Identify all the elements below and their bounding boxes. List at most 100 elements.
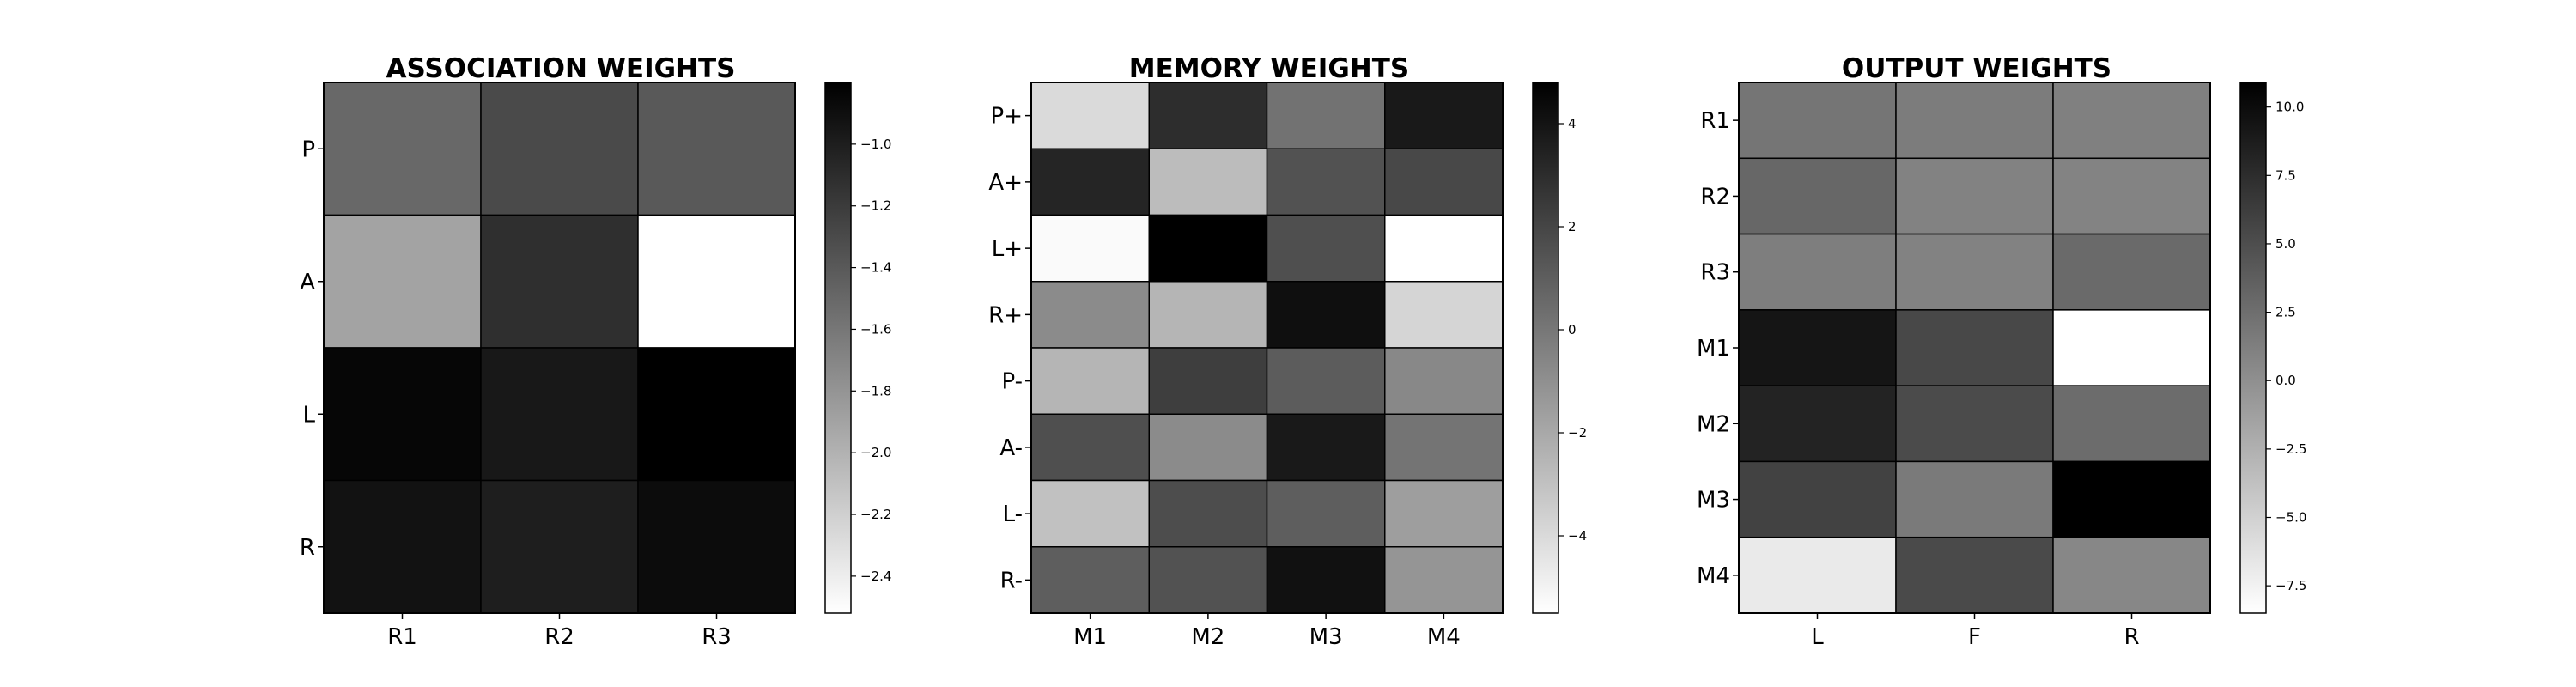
heatmap-cell — [1148, 214, 1268, 283]
y-tick-label: A+ — [988, 170, 1023, 196]
y-tick-label: L+ — [992, 236, 1023, 262]
colorbar-gradient — [1532, 82, 1559, 614]
heatmap-cell — [480, 479, 639, 614]
heatmap-cell — [637, 479, 796, 614]
heatmap-cell — [1266, 347, 1386, 415]
x-tick-label: M4 — [1427, 624, 1461, 650]
colorbar-tick-label: −2.5 — [2275, 441, 2306, 457]
heatmap-cell — [1030, 546, 1150, 614]
y-tick-label: R- — [1000, 568, 1023, 593]
y-tick-label: R2 — [1700, 184, 1730, 210]
heatmap-cell — [1266, 546, 1386, 614]
x-tick-label: M2 — [1191, 624, 1224, 650]
colorbar-tick-label: −1.2 — [860, 198, 891, 214]
colorbar-tick-label: 0 — [1568, 322, 1577, 337]
colorbar-gradient — [2239, 82, 2267, 614]
heatmap-cell — [2052, 157, 2211, 235]
heatmap-cell — [1895, 233, 2054, 311]
heatmap-cell — [1384, 546, 1504, 614]
x-tick-label: R1 — [387, 624, 417, 650]
heatmap-cell — [1266, 413, 1386, 482]
y-tick-label: R — [300, 535, 315, 561]
heatmap-cell — [2052, 536, 2211, 614]
heatmap-cell — [323, 82, 482, 216]
heatmap-cell — [2052, 233, 2211, 311]
heatmap-cell — [1384, 281, 1504, 349]
heatmap-cell — [2052, 460, 2211, 538]
heatmap-cell — [1148, 281, 1268, 349]
heatmap-cell — [1266, 281, 1386, 349]
colorbar-tick-label: 10.0 — [2275, 100, 2304, 115]
y-tick-label: M4 — [1697, 563, 1730, 589]
heatmap-cell — [1030, 281, 1150, 349]
heatmap-cell — [1384, 148, 1504, 216]
y-tick-label: M3 — [1697, 488, 1730, 514]
heatmap-cell — [1148, 148, 1268, 216]
heatmap-cell — [1738, 233, 1897, 311]
x-tick-label: M3 — [1309, 624, 1343, 650]
heatmap-cell — [1895, 82, 2054, 160]
heatmap-cell — [1148, 546, 1268, 614]
heatmap-cell — [1384, 479, 1504, 548]
heatmap-cell — [1030, 479, 1150, 548]
memory-weights-heatmap: MEMORY WEIGHTS M1 M2 M3 M4 P+ A+ L+ R+ P- A- L- R-… — [988, 53, 1587, 650]
colorbar-tick-label: −7.5 — [2275, 578, 2306, 593]
colorbar-gradient — [824, 82, 852, 614]
colorbar-tick-label: −1.6 — [860, 321, 891, 337]
axes-frame — [1030, 82, 1504, 614]
x-tick-label: R3 — [702, 624, 732, 650]
colorbar-tick-label: 7.5 — [2275, 167, 2296, 183]
heatmap-cell — [1384, 214, 1504, 283]
colorbar-tick-label: 5.0 — [2275, 236, 2296, 252]
colorbar-tick-label: 2 — [1568, 219, 1577, 234]
x-tick-label: L — [1811, 624, 1824, 650]
heatmap-cell — [1030, 148, 1150, 216]
x-tick-label: R2 — [544, 624, 574, 650]
y-tick-label: R1 — [1700, 108, 1730, 134]
x-tick-label: R — [2123, 624, 2139, 650]
heatmap-cell — [1030, 347, 1150, 415]
heatmap-cell — [1148, 82, 1268, 149]
heatmap-cell — [1895, 460, 2054, 538]
heatmap-cell — [1738, 536, 1897, 614]
y-tick-label: R+ — [988, 302, 1023, 328]
heatmap-cell — [1384, 413, 1504, 482]
x-tick-label: M1 — [1073, 624, 1107, 650]
y-tick-label: P- — [1002, 369, 1024, 395]
heatmap-cell — [2052, 309, 2211, 386]
heatmap-cell — [2052, 385, 2211, 463]
heatmap-cell — [1895, 157, 2054, 235]
colorbar-tick-label: 2.5 — [2275, 305, 2296, 320]
heatmap-cell — [1030, 214, 1150, 283]
colorbar-tick-label: −5.0 — [2275, 510, 2306, 526]
x-tick-label: F — [1968, 624, 1981, 650]
heatmap-cell — [1266, 479, 1386, 548]
heatmap-cell — [637, 82, 796, 216]
colorbar-tick-label: −1.8 — [860, 383, 891, 398]
heatmap-cell — [323, 214, 482, 349]
y-tick-label: L — [303, 402, 316, 428]
chart-title: ASSOCIATION WEIGHTS — [386, 53, 735, 84]
colorbar-tick-label: −2.0 — [860, 445, 891, 460]
heatmap-cell — [1384, 347, 1504, 415]
heatmap-cell — [1148, 479, 1268, 548]
colorbar-tick-label: 0.0 — [2275, 373, 2296, 388]
y-tick-label: R3 — [1700, 260, 1730, 286]
heatmap-cell — [1895, 536, 2054, 614]
heatmap-cell — [1266, 148, 1386, 216]
colorbar-tick-label: −2 — [1568, 425, 1587, 441]
heatmap-cell — [1266, 82, 1386, 149]
chart-title: MEMORY WEIGHTS — [1129, 53, 1409, 84]
colorbar: −2.4 −2.2 −2.0 −1.8 −1.6 −1.4 −1.2 −1.0 — [824, 82, 891, 614]
heatmap-cell — [1148, 413, 1268, 482]
heatmap-cell — [480, 347, 639, 482]
heatmap-cell — [637, 214, 796, 349]
heatmap-cell — [1148, 347, 1268, 415]
y-tick-label: M1 — [1697, 336, 1730, 362]
heatmap-cell — [1738, 309, 1897, 386]
association-weights-heatmap: ASSOCIATION WEIGHTS R1 R2 R3 P A L R −2.4 −2.2… — [300, 53, 892, 650]
heatmap-cell — [1895, 385, 2054, 463]
y-tick-label: M2 — [1697, 411, 1730, 437]
chart-title: OUTPUT WEIGHTS — [1842, 53, 2111, 84]
